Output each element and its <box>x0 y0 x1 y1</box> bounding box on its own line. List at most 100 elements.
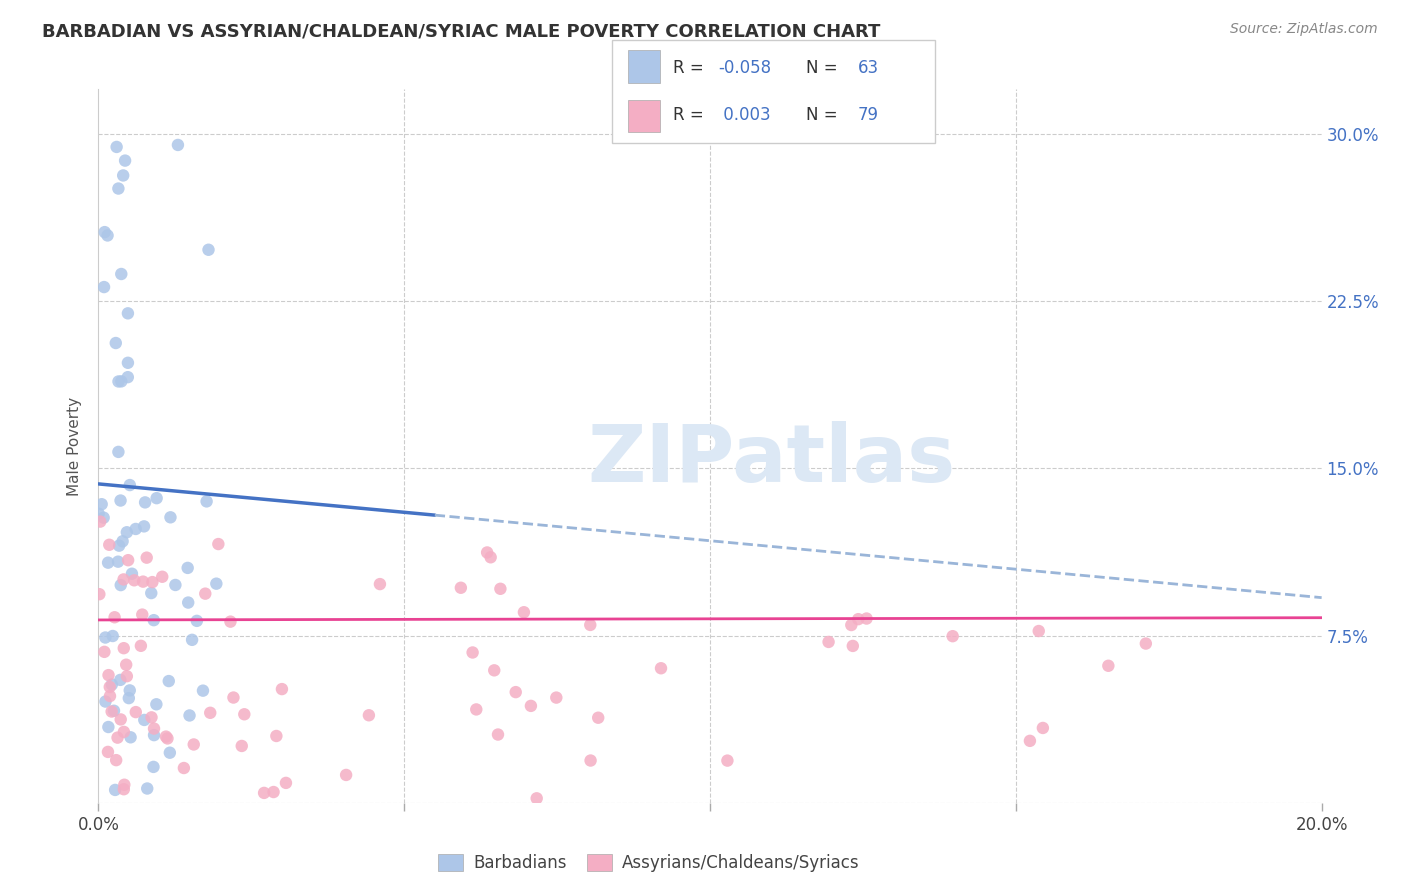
Point <box>98 689 121 703</box>
Point <box>112 641 135 656</box>
Point <box>132 519 155 533</box>
Point <box>1097 658 1119 673</box>
Point <box>274 776 297 790</box>
Point <box>125 522 148 536</box>
Bar <box>627 50 661 83</box>
Point <box>89 587 111 601</box>
Point <box>145 491 167 505</box>
Point <box>368 577 391 591</box>
Point <box>97 556 120 570</box>
Point <box>115 525 138 540</box>
Text: Source: ZipAtlas.com: Source: ZipAtlas.com <box>1230 22 1378 37</box>
Point <box>114 153 136 168</box>
Point <box>219 615 242 629</box>
Point <box>231 739 253 753</box>
Point <box>131 607 153 622</box>
Point <box>335 768 357 782</box>
Point <box>271 682 294 697</box>
Point <box>112 782 135 797</box>
Point <box>461 645 484 659</box>
Point <box>817 635 839 649</box>
Point <box>115 669 138 683</box>
Point <box>117 553 139 567</box>
Point <box>194 587 217 601</box>
Point <box>839 618 862 632</box>
Point <box>104 783 127 797</box>
Point <box>101 629 124 643</box>
Point <box>90 497 112 511</box>
Point <box>195 494 218 508</box>
Point <box>546 690 568 705</box>
Point <box>579 754 602 768</box>
Bar <box>627 100 661 132</box>
Point <box>157 674 180 689</box>
Point <box>650 661 672 675</box>
Point <box>1032 721 1054 735</box>
Point <box>465 702 488 716</box>
Point <box>135 550 157 565</box>
Point <box>87 507 110 521</box>
Point <box>357 708 380 723</box>
Point <box>117 356 139 370</box>
Point <box>156 731 179 746</box>
Point <box>142 613 165 627</box>
Point <box>177 596 200 610</box>
Point <box>129 639 152 653</box>
Point <box>107 375 129 389</box>
Point <box>97 668 120 682</box>
Point <box>103 704 125 718</box>
Point <box>110 267 132 281</box>
Point <box>586 711 609 725</box>
Point <box>155 730 177 744</box>
Point <box>141 575 163 590</box>
Point <box>179 708 201 723</box>
Point <box>159 510 181 524</box>
Text: N =: N = <box>806 106 842 124</box>
Point <box>143 728 166 742</box>
Point <box>253 786 276 800</box>
Point <box>112 778 135 792</box>
Point <box>93 225 115 239</box>
Point <box>513 605 536 619</box>
Point <box>197 243 219 257</box>
Point <box>846 612 869 626</box>
Point <box>110 493 132 508</box>
Point <box>207 537 229 551</box>
Point <box>115 657 138 672</box>
Point <box>191 683 214 698</box>
Point <box>111 534 134 549</box>
Point <box>122 574 145 588</box>
Point <box>98 680 121 694</box>
Text: 79: 79 <box>858 106 879 124</box>
Point <box>93 280 115 294</box>
Point <box>93 645 115 659</box>
Y-axis label: Male Poverty: Male Poverty <box>67 396 83 496</box>
Point <box>104 610 127 624</box>
Point <box>489 582 512 596</box>
Point <box>205 576 228 591</box>
Point <box>110 578 132 592</box>
Point <box>101 677 124 691</box>
Point <box>107 555 129 569</box>
Point <box>117 306 139 320</box>
Text: R =: R = <box>673 59 709 77</box>
Point <box>942 629 965 643</box>
Point <box>1135 636 1157 650</box>
Point <box>118 683 141 698</box>
Point <box>136 781 159 796</box>
FancyBboxPatch shape <box>612 40 935 143</box>
Point <box>141 710 163 724</box>
Point <box>108 539 131 553</box>
Point <box>1019 734 1042 748</box>
Point <box>112 573 135 587</box>
Legend: Barbadians, Assyrians/Chaldeans/Syriacs: Barbadians, Assyrians/Chaldeans/Syriacs <box>430 846 868 880</box>
Text: 0.003: 0.003 <box>718 106 770 124</box>
Point <box>855 611 877 625</box>
Point <box>167 138 190 153</box>
Point <box>105 753 128 767</box>
Point <box>107 445 129 459</box>
Point <box>118 691 141 706</box>
Point <box>842 639 865 653</box>
Point <box>117 370 139 384</box>
Point <box>118 478 141 492</box>
